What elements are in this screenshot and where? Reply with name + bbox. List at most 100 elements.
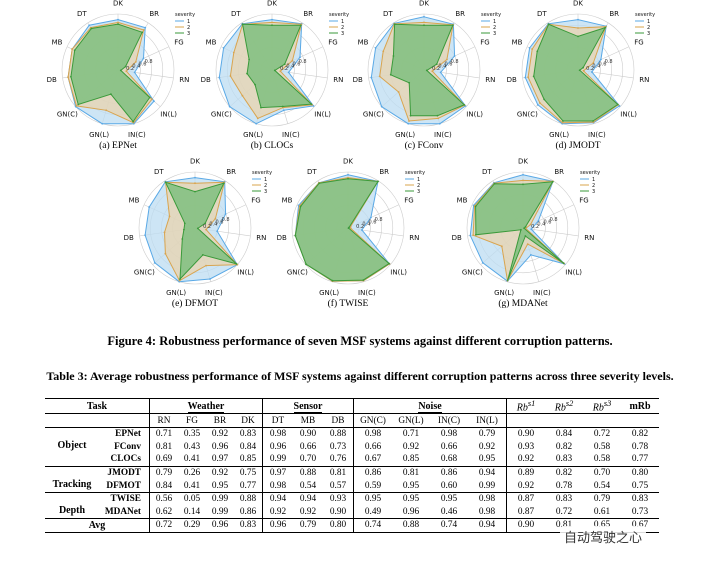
cell-value: 0.70: [299, 454, 317, 465]
cell-value: 0.92: [402, 441, 420, 452]
axis-label: FG: [634, 39, 643, 47]
data-point: [235, 263, 238, 265]
data-point: [446, 58, 448, 61]
column-header-empty: [506, 413, 545, 428]
cell-value: 0.95: [430, 491, 468, 506]
axis-label: DK: [419, 0, 429, 8]
data-point: [271, 21, 273, 24]
axis-label: DT: [383, 10, 393, 18]
tick-label: 0.8: [375, 217, 383, 223]
data-point: [347, 177, 349, 180]
table-row: FConv 0.81 0.43 0.96 0.84 0.96 0.66 0.73 0.66 0.9…: [45, 440, 659, 454]
data-point: [451, 24, 454, 27]
data-point: [283, 63, 286, 66]
column-header: DT: [262, 413, 293, 428]
data-point: [370, 216, 372, 219]
axis-label: RN: [333, 76, 343, 84]
tick-label: 0.6: [598, 61, 606, 67]
row-label: DFMOT: [45, 479, 150, 492]
data-point: [524, 225, 527, 228]
cell-value: 0.77: [631, 454, 649, 465]
cell-value: 0.93: [506, 440, 545, 454]
axis-label: IN(C): [205, 289, 223, 297]
data-point: [148, 206, 151, 208]
tick-label: 0.4: [286, 64, 294, 70]
data-point: [228, 105, 231, 108]
data-point: [178, 279, 181, 282]
column-header-row: RN FG BR DK DT MB DB GN(C) GN(L) IN(C) IN(L): [45, 413, 659, 428]
data-point: [271, 18, 273, 21]
data-point: [547, 23, 550, 26]
subfigure-caption: (a) EPNet: [99, 140, 137, 151]
table-row: DFMOT 0.84 0.41 0.95 0.77 0.98 0.54 0.57 0.59 0.9…: [45, 479, 659, 493]
cell-value: 0.41: [183, 480, 201, 491]
data-point: [392, 55, 395, 57]
data-point: [382, 50, 385, 53]
data-point: [194, 190, 196, 193]
cell-value: 0.92: [206, 465, 234, 480]
cell-value: 0.92: [262, 505, 293, 519]
legend-label: 2: [417, 183, 420, 189]
data-point: [241, 94, 244, 97]
cell-value: 0.71: [149, 426, 178, 441]
cell-value: 0.86: [353, 465, 392, 480]
figure-caption: Figure 4: Robustness performance of seve…: [107, 334, 613, 348]
data-point: [431, 70, 434, 73]
data-point: [163, 231, 166, 234]
data-point: [209, 278, 211, 280]
cell-value: 0.97: [211, 454, 229, 465]
axis-label: DT: [307, 168, 317, 176]
data-point: [194, 176, 196, 179]
legend-label: 1: [264, 177, 267, 183]
data-point: [164, 252, 167, 255]
cell-value: 0.79: [583, 491, 621, 506]
axis-label: DB: [507, 76, 517, 84]
cell-value: 0.90: [293, 426, 323, 441]
header-rb2: Rbs2: [545, 397, 583, 414]
axis-label: GN(L): [243, 131, 263, 139]
axis-label: DK: [343, 158, 353, 166]
cell-value: 0.26: [178, 465, 206, 480]
data-point: [408, 120, 410, 122]
tick-label: 0.6: [368, 219, 376, 225]
data-point: [148, 96, 151, 99]
tick-label: 0.8: [451, 59, 459, 65]
data-point: [75, 105, 78, 107]
data-point: [592, 62, 595, 64]
axis-label: GN(L): [494, 289, 514, 297]
data-point: [360, 229, 363, 231]
data-point: [600, 58, 602, 61]
axis-label: DK: [267, 0, 277, 8]
axis-label: BR: [455, 10, 465, 18]
cell-value: 0.73: [631, 506, 649, 517]
data-point: [273, 69, 276, 72]
cell-value: 0.79: [149, 465, 178, 480]
cell-value: 0.88: [323, 426, 354, 441]
data-point: [256, 117, 259, 120]
data-point: [271, 24, 273, 27]
axis-label: DT: [537, 10, 547, 18]
cell-value: 0.83: [234, 426, 263, 441]
data-point: [539, 102, 541, 104]
axis-label: FG: [480, 39, 489, 47]
data-point: [287, 71, 290, 74]
cell-value: 0.78: [555, 480, 573, 491]
legend-label: 3: [187, 31, 190, 37]
legend-label: 1: [341, 19, 344, 25]
data-point: [437, 117, 440, 120]
data-point: [370, 76, 373, 79]
axis-label: MB: [129, 197, 140, 205]
axis-label: IN(L): [390, 268, 407, 276]
row-label: Avg: [45, 518, 150, 533]
axis-label: FG: [251, 197, 260, 205]
data-point: [529, 223, 532, 226]
legend-label: 3: [341, 31, 344, 37]
system-name: DFMOT: [106, 480, 141, 491]
data-point: [194, 182, 196, 185]
data-point: [524, 235, 527, 237]
data-point: [493, 182, 496, 185]
data-point: [380, 105, 383, 108]
data-point: [407, 122, 410, 125]
system-name: FConv: [114, 441, 141, 452]
cell-value: 0.94: [468, 518, 507, 533]
